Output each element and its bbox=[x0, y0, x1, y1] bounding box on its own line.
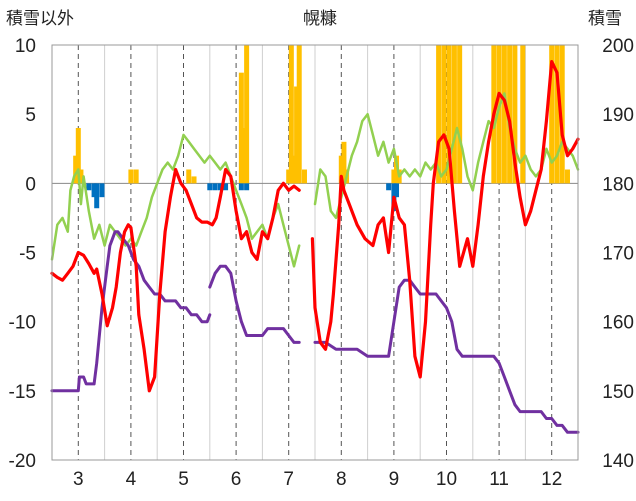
x-tick-label: 12 bbox=[541, 469, 562, 490]
y-tick-label-right: 180 bbox=[602, 174, 634, 195]
precipitation-bar bbox=[341, 141, 347, 184]
x-tick-label: 11 bbox=[489, 469, 509, 490]
precipitation-bar bbox=[554, 45, 560, 184]
precipitation-bar bbox=[294, 86, 300, 184]
y-tick-label-left: -15 bbox=[9, 382, 36, 403]
precipitation-bar bbox=[128, 169, 134, 184]
y-axis-label-left: 積雪以外 bbox=[6, 9, 74, 29]
x-tick-label: 7 bbox=[283, 469, 294, 490]
y-tick-label-right: 160 bbox=[602, 313, 634, 334]
precipitation-bar bbox=[241, 128, 247, 184]
y-tick-label-right: 140 bbox=[602, 451, 634, 472]
precipitation-bar bbox=[394, 155, 400, 184]
negative-bar bbox=[212, 183, 218, 191]
precipitation-bar bbox=[78, 169, 84, 184]
precipitation-bar bbox=[338, 155, 344, 184]
chart-title: 幌糠 bbox=[303, 8, 337, 29]
y-tick-label-left: 0 bbox=[25, 174, 36, 195]
precipitation-bar bbox=[296, 45, 302, 184]
precipitation-bar bbox=[441, 45, 447, 184]
precipitation-bar bbox=[186, 169, 192, 184]
negative-bar bbox=[217, 183, 223, 191]
x-tick-label: 10 bbox=[436, 469, 457, 490]
precipitation-bar bbox=[191, 176, 197, 184]
green-line bbox=[50, 133, 301, 268]
precipitation-bar bbox=[75, 128, 81, 184]
y-ticks-left: 10 5 0 -5 -10 -15 -20 bbox=[9, 36, 36, 472]
x-ticks: 3 4 5 6 7 8 9 10 11 12 bbox=[73, 469, 562, 490]
y-tick-label-left: -5 bbox=[19, 244, 36, 265]
green-line bbox=[313, 92, 580, 220]
x-tick-label: 9 bbox=[389, 469, 400, 490]
precipitation-bar bbox=[436, 45, 442, 184]
x-tick-label: 6 bbox=[231, 469, 242, 490]
precipitation-bar bbox=[238, 72, 244, 184]
y-tick-label-right: 190 bbox=[602, 105, 634, 126]
y-tick-label-left: -10 bbox=[9, 313, 36, 334]
precipitation-bar bbox=[391, 169, 397, 184]
y-tick-label-right: 170 bbox=[602, 244, 634, 265]
red-line bbox=[50, 167, 301, 393]
negative-bar bbox=[91, 183, 97, 198]
precipitation-bar bbox=[73, 155, 79, 184]
precipitation-bar bbox=[291, 155, 297, 184]
y-tick-label-left: 10 bbox=[15, 36, 36, 57]
y-tick-label-right: 150 bbox=[602, 382, 634, 403]
precipitation-bar bbox=[286, 169, 292, 184]
purple-line bbox=[50, 230, 212, 393]
precipitation-bar bbox=[451, 45, 457, 184]
x-tick-label: 3 bbox=[73, 469, 84, 490]
precipitation-bar bbox=[507, 45, 513, 184]
negative-bar bbox=[86, 183, 92, 191]
y-tick-label-right: 200 bbox=[602, 36, 634, 57]
y-tick-label-left: -20 bbox=[9, 451, 36, 472]
grid bbox=[52, 45, 578, 460]
precipitation-bar bbox=[501, 45, 507, 184]
negative-bar bbox=[99, 183, 105, 198]
y-axis-label-right: 積雪 bbox=[588, 9, 622, 29]
negative-bar bbox=[94, 183, 100, 209]
precipitation-bar bbox=[564, 169, 570, 184]
x-tick-label: 8 bbox=[336, 469, 347, 490]
series-lines bbox=[50, 59, 580, 434]
negative-bar bbox=[386, 183, 392, 191]
purple-line bbox=[208, 264, 301, 344]
negative-bar bbox=[223, 183, 229, 191]
precipitation-bar bbox=[559, 45, 565, 184]
x-tick-label: 4 bbox=[126, 469, 137, 490]
negative-bar bbox=[238, 183, 244, 191]
red-line bbox=[310, 59, 580, 379]
negative-bar bbox=[244, 183, 250, 191]
plot-frame bbox=[51, 44, 579, 461]
negative-bar bbox=[207, 183, 213, 191]
negative-bar bbox=[394, 183, 400, 198]
purple-line bbox=[313, 278, 580, 434]
x-tick-label: 5 bbox=[178, 469, 189, 490]
precipitation-bar bbox=[520, 45, 526, 184]
precipitation-bar bbox=[496, 45, 502, 184]
precipitation-bar bbox=[457, 45, 463, 184]
precipitation-bar bbox=[512, 45, 518, 184]
precipitation-bar bbox=[301, 169, 307, 184]
y-ticks-right: 200 190 180 170 160 150 140 bbox=[602, 36, 634, 472]
y-tick-label-left: 5 bbox=[25, 105, 36, 126]
precipitation-bar bbox=[288, 45, 294, 184]
precipitation-bar bbox=[549, 45, 555, 184]
precipitation-bar bbox=[244, 45, 250, 184]
precipitation-bar bbox=[446, 45, 452, 184]
precipitation-bar bbox=[133, 169, 139, 184]
